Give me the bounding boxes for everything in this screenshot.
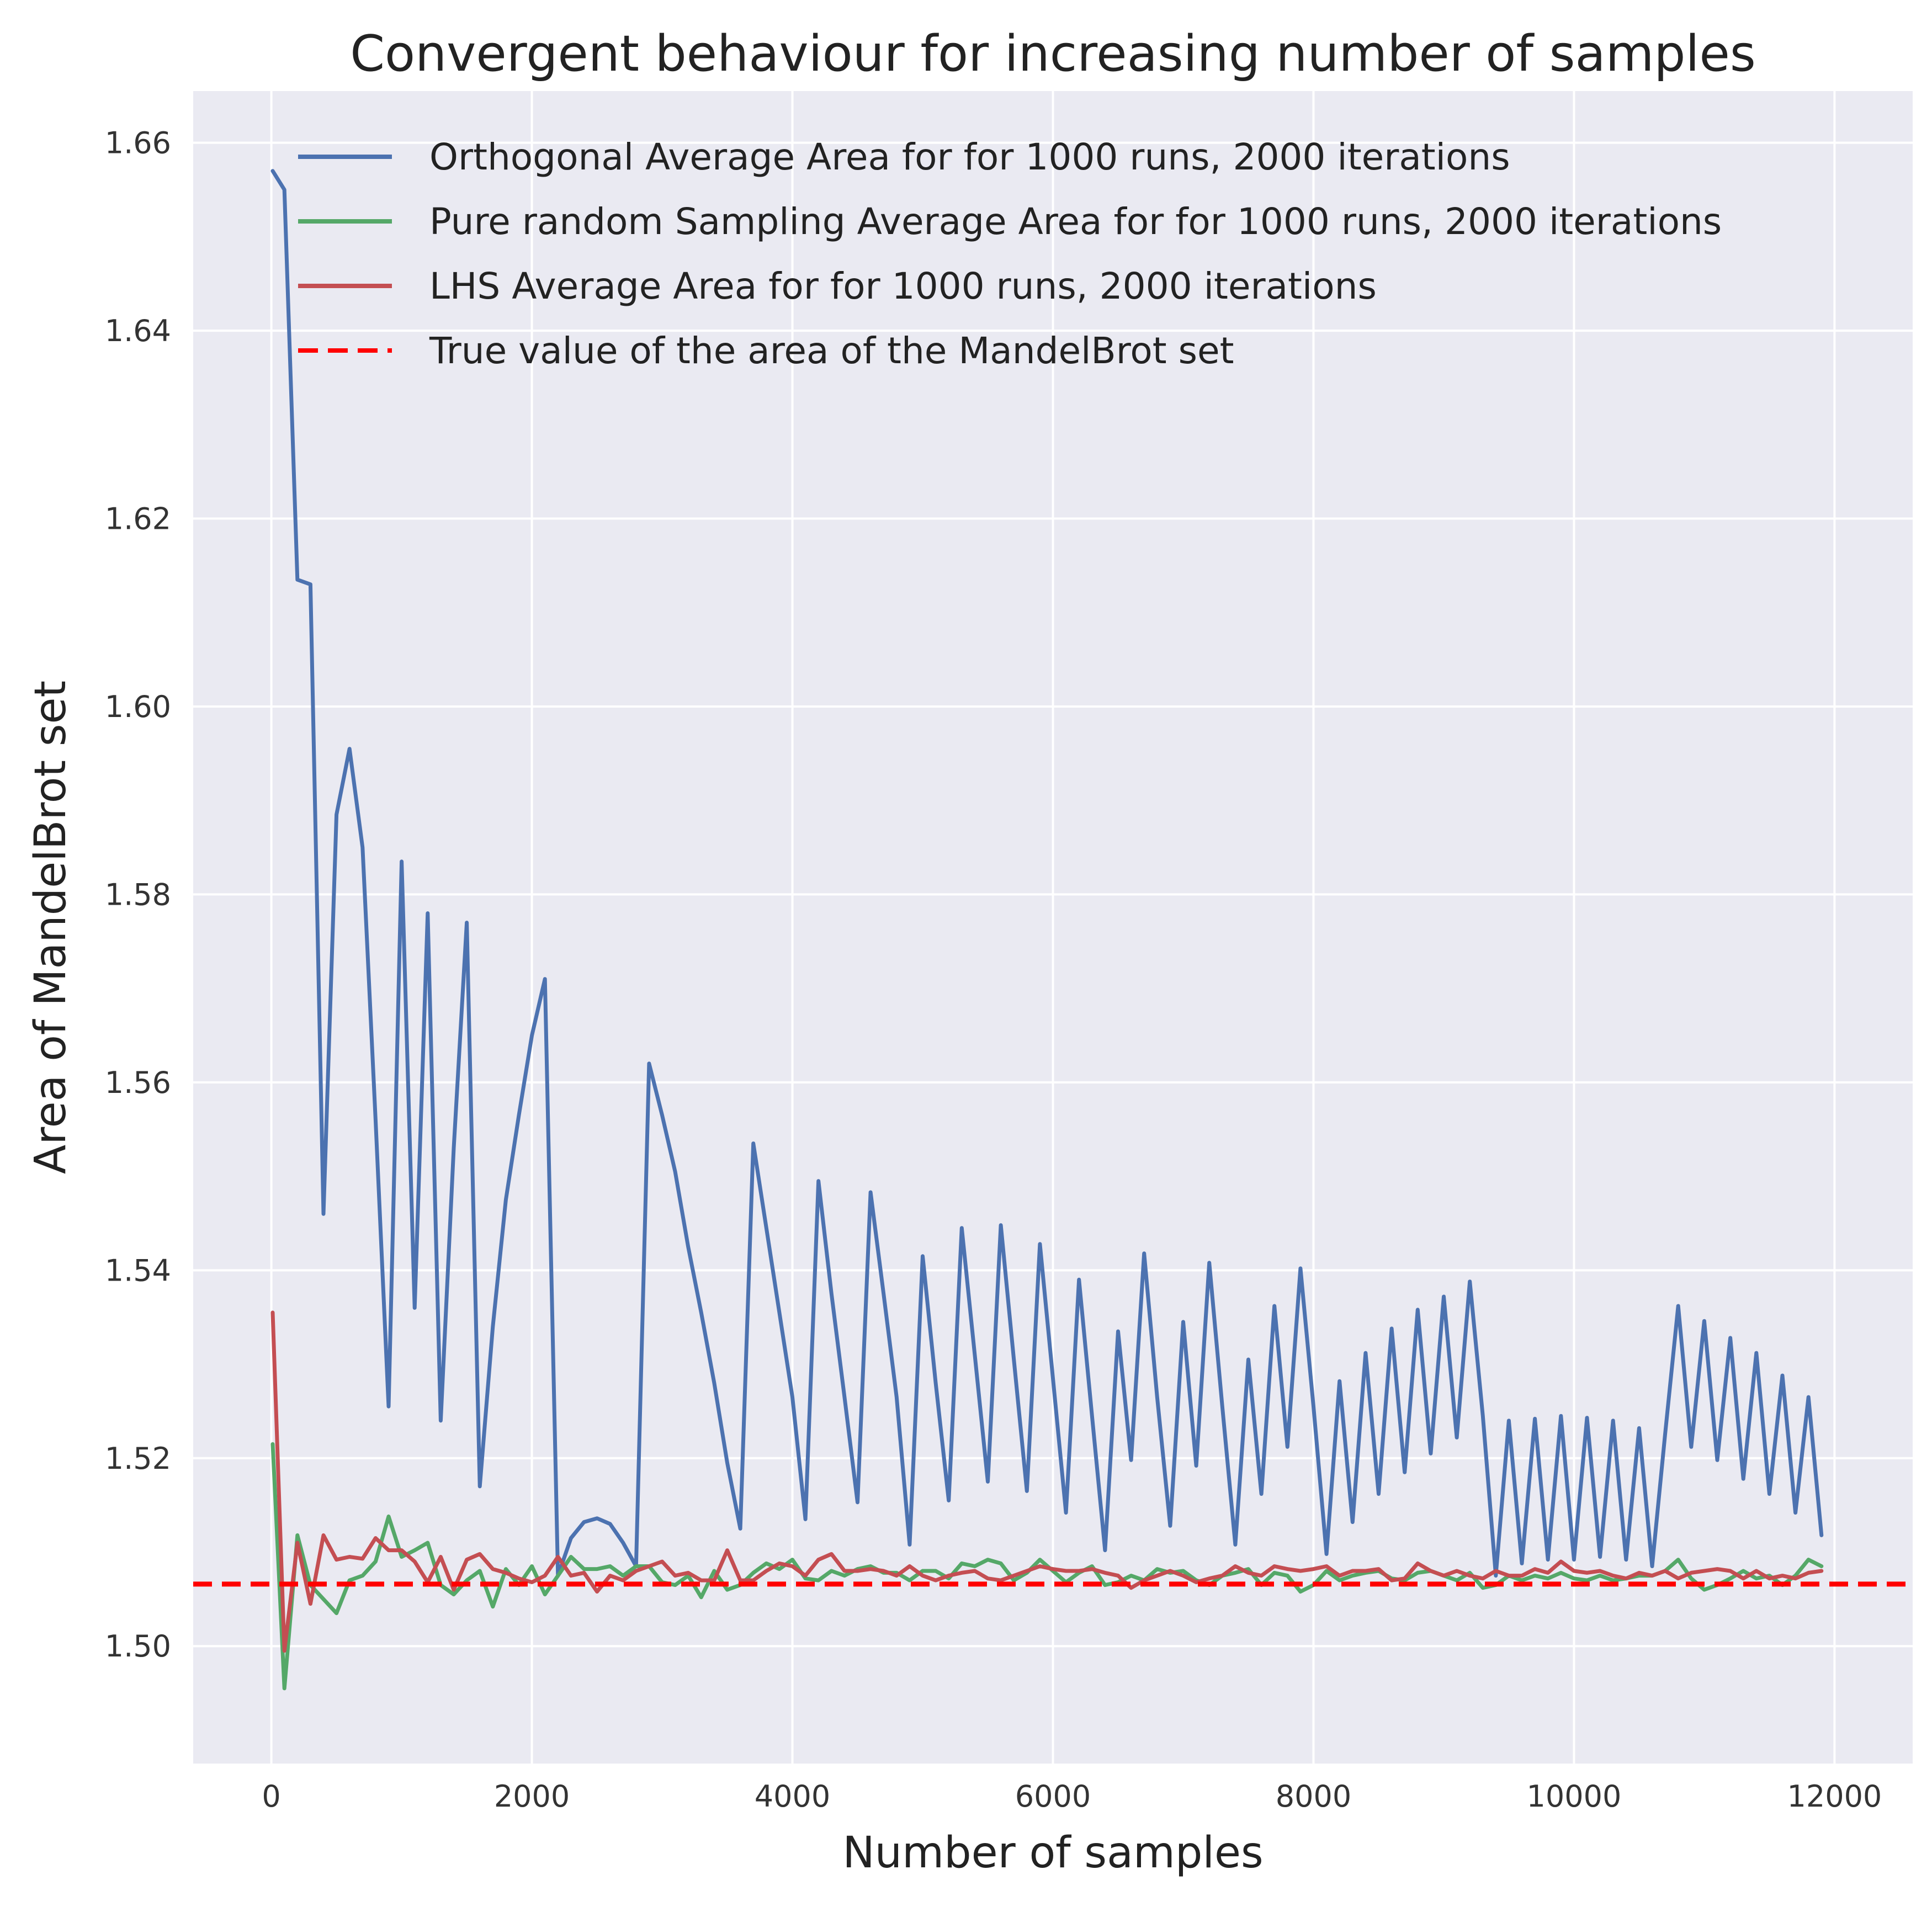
- y-tick-label: 1.62: [105, 502, 171, 537]
- legend-label: Orthogonal Average Area for for 1000 run…: [429, 136, 1510, 178]
- y-tick-label: 1.52: [105, 1441, 171, 1476]
- y-tick-label: 1.50: [105, 1629, 171, 1664]
- x-tick-label: 12000: [1787, 1779, 1882, 1814]
- chart-title: Convergent behaviour for increasing numb…: [350, 25, 1756, 83]
- y-tick-label: 1.60: [105, 689, 171, 724]
- y-tick-label: 1.54: [105, 1253, 171, 1288]
- legend: Orthogonal Average Area for for 1000 run…: [298, 136, 1722, 372]
- x-tick-label: 10000: [1527, 1779, 1622, 1814]
- y-tick-label: 1.64: [105, 314, 171, 348]
- series-line-orthogonal-average: [270, 169, 1824, 1578]
- x-axis-label: Number of samples: [842, 1828, 1263, 1878]
- y-tick-label: 1.66: [105, 126, 171, 161]
- x-tick-label: 4000: [755, 1779, 830, 1814]
- series-line-pure-random: [270, 1442, 1824, 1691]
- x-tick-label: 8000: [1276, 1779, 1351, 1814]
- series-line-lhs-average: [270, 1310, 1824, 1653]
- x-tick-label: 0: [262, 1779, 280, 1814]
- y-axis-label: Area of MandelBrot set: [26, 681, 76, 1174]
- tick-labels: 0 2000 4000 6000 8000 10000 12000 1.50 1.52 1.54 1…: [105, 126, 1882, 1814]
- series-lines: [193, 169, 1913, 1691]
- legend-label: LHS Average Area for for 1000 runs, 2000…: [429, 265, 1377, 307]
- grid-lines: [193, 91, 1913, 1764]
- legend-label: Pure random Sampling Average Area for fo…: [429, 200, 1722, 243]
- legend-label: True value of the area of the MandelBrot…: [429, 330, 1234, 372]
- x-tick-label: 2000: [494, 1779, 570, 1814]
- y-tick-label: 1.58: [105, 877, 171, 912]
- x-tick-label: 6000: [1015, 1779, 1091, 1814]
- y-tick-label: 1.56: [105, 1065, 171, 1100]
